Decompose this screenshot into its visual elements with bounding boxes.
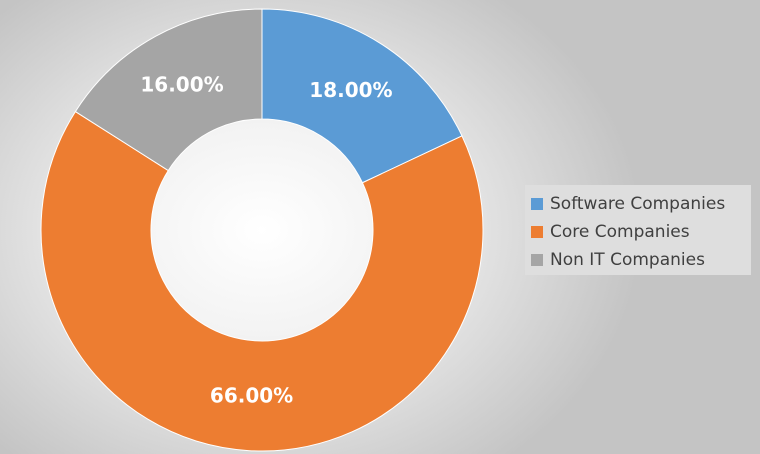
data-label-core: 66.00%	[210, 384, 293, 408]
legend-swatch-software	[531, 198, 543, 210]
data-label-non-it: 16.00%	[140, 73, 223, 97]
chart-legend: Software Companies Core Companies Non IT…	[525, 185, 751, 275]
donut-labels: 18.00% 66.00% 16.00%	[140, 73, 392, 408]
legend-item-software: Software Companies	[531, 190, 751, 218]
legend-label-core: Core Companies	[550, 222, 690, 242]
data-label-software: 18.00%	[309, 78, 392, 102]
donut-slice-non-it	[74, 8, 263, 172]
donut-slices	[40, 8, 484, 452]
legend-swatch-core	[531, 226, 543, 238]
legend-label-non-it: Non IT Companies	[550, 250, 705, 270]
legend-label-software: Software Companies	[550, 194, 726, 214]
legend-item-core: Core Companies	[531, 218, 751, 246]
donut-slice-software	[261, 8, 463, 184]
legend-item-non-it: Non IT Companies	[531, 246, 751, 274]
legend-swatch-non-it	[531, 254, 543, 266]
donut-slice-core	[40, 110, 484, 452]
